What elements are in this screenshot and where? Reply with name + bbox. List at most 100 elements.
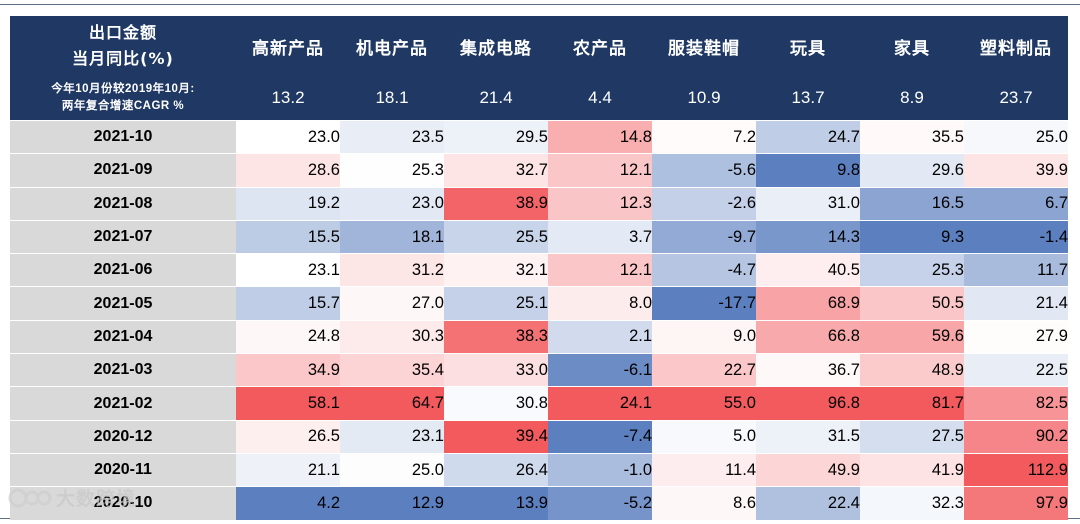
table-row: 2020-12 26.5 23.1 39.4 -7.4 5.0 31.5 27.5 90.2 [10,419,1068,454]
heatmap-cell: 34.9 [236,353,340,388]
category-header: 机电产品 [340,16,444,76]
heatmap-cell: 16.5 [860,186,964,221]
heatmap-cell: 39.9 [964,153,1068,188]
heatmap-cell: 25.0 [340,452,444,488]
heatmap-cell: 28.6 [236,153,340,188]
heatmap-cell: 58.1 [236,386,340,421]
heatmap-cell: 40.5 [756,253,860,288]
table-row: 2020-11 21.1 25.0 26.4 -1.0 11.4 49.9 41.9 112.9 [10,452,1068,488]
corner-title-line2: 当月同比(%) [72,49,174,68]
heatmap-cell: 31.5 [756,419,860,454]
heatmap-cell: 12.3 [548,186,652,221]
export-growth-heatmap-table: 出口金额 当月同比(%) 高新产品 机电产品 集成电路 农产品 服装鞋帽 玩具 家具 塑料制品… [10,16,1068,521]
heatmap-cell: 2.1 [548,319,652,355]
heatmap-cell: 32.3 [860,486,964,521]
heatmap-cell: 4.2 [236,486,340,521]
heatmap-cell: 19.2 [236,186,340,221]
cagr-label: 今年10月份较2019年10月: 两年复合增速CAGR % [10,76,236,121]
heatmap-cell: 27.9 [964,319,1068,355]
heatmap-cell: 112.9 [964,452,1068,488]
heatmap-cell: 21.4 [964,286,1068,321]
frame-top-line [0,4,1080,5]
heatmap-cell: -6.1 [548,353,652,388]
category-header: 玩具 [756,16,860,76]
cagr-label-line1: 今年10月份较2019年10月: [51,83,195,95]
table-row: 2021-04 24.8 30.3 38.3 2.1 9.0 66.8 59.6 27.9 [10,319,1068,355]
heatmap-cell: 59.6 [860,319,964,355]
cagr-value: 4.4 [548,76,652,121]
heatmap-cell: 81.7 [860,386,964,421]
cagr-value: 23.7 [964,76,1068,121]
heatmap-cell: 31.0 [756,186,860,221]
category-header-row: 出口金额 当月同比(%) 高新产品 机电产品 集成电路 农产品 服装鞋帽 玩具 家具 塑料制品 [10,16,1068,76]
heatmap-cell: 26.5 [236,419,340,454]
period-label: 2021-07 [10,219,236,255]
cagr-header-row: 今年10月份较2019年10月: 两年复合增速CAGR % 13.2 18.1 21… [10,76,1068,121]
heatmap-cell: 36.7 [756,353,860,388]
heatmap-cell: 8.0 [548,286,652,321]
heatmap-cell: 12.9 [340,486,444,521]
table-row: 2021-02 58.1 64.7 30.8 24.1 55.0 96.8 81.7 82.5 [10,386,1068,421]
period-label: 2020-12 [10,419,236,454]
heatmap-cell: -9.7 [652,219,756,255]
heatmap-cell: 29.5 [444,119,548,155]
heatmap-cell: 7.2 [652,119,756,155]
period-label: 2021-06 [10,253,236,288]
heatmap-cell: 24.8 [236,319,340,355]
heatmap-cell: -1.0 [548,452,652,488]
heatmap-cell: 8.6 [652,486,756,521]
corner-title: 出口金额 当月同比(%) [10,16,236,76]
heatmap-cell: 25.5 [444,219,548,255]
heatmap-cell: 33.0 [444,353,548,388]
table-row: 2021-10 23.0 23.5 29.5 14.8 7.2 24.7 35.5 25.0 [10,119,1068,155]
heatmap-cell: 23.1 [236,253,340,288]
heatmap-cell: 96.8 [756,386,860,421]
heatmap-cell: 11.7 [964,253,1068,288]
period-label: 2021-03 [10,353,236,388]
table-row: 2021-07 15.5 18.1 25.5 3.7 -9.7 14.3 9.3 -1.4 [10,219,1068,255]
heatmap-cell: 32.7 [444,153,548,188]
heatmap-cell: 97.9 [964,486,1068,521]
heatmap-cell: 9.3 [860,219,964,255]
table-row: 2020-10 4.2 12.9 13.9 -5.2 8.6 22.4 32.3 97.9 [10,486,1068,521]
heatmap-cell: 32.1 [444,253,548,288]
corner-title-line1: 出口金额 [88,23,157,42]
heatmap-cell: -5.2 [548,486,652,521]
period-label: 2020-11 [10,452,236,488]
heatmap-cell: 30.3 [340,319,444,355]
heatmap-cell: 31.2 [340,253,444,288]
heatmap-cell: 22.7 [652,353,756,388]
cagr-value: 13.7 [756,76,860,121]
heatmap-cell: 50.5 [860,286,964,321]
heatmap-cell: 27.5 [860,419,964,454]
heatmap-cell: 9.0 [652,319,756,355]
table-row: 2021-06 23.1 31.2 32.1 12.1 -4.7 40.5 25.3 11.7 [10,253,1068,288]
heatmap-cell: 5.0 [652,419,756,454]
heatmap-cell: 25.1 [444,286,548,321]
table-row: 2021-03 34.9 35.4 33.0 -6.1 22.7 36.7 48.9 22.5 [10,353,1068,388]
heatmap-cell: 11.4 [652,452,756,488]
heatmap-cell: 26.4 [444,452,548,488]
table-row: 2021-05 15.7 27.0 25.1 8.0 -17.7 68.9 50.5 21.4 [10,286,1068,321]
heatmap-cell: 38.3 [444,319,548,355]
heatmap-cell: -2.6 [652,186,756,221]
table-row: 2021-08 19.2 23.0 38.9 12.3 -2.6 31.0 16.5 6.7 [10,186,1068,221]
heatmap-cell: -5.6 [652,153,756,188]
heatmap-cell: 21.1 [236,452,340,488]
cagr-label-line2: 两年复合增速CAGR % [61,100,185,112]
heatmap-cell: 12.1 [548,153,652,188]
category-header: 家具 [860,16,964,76]
category-header: 集成电路 [444,16,548,76]
cagr-value: 10.9 [652,76,756,121]
heatmap-cell: 64.7 [340,386,444,421]
period-label: 2021-05 [10,286,236,321]
period-label: 2021-04 [10,319,236,355]
heatmap-cell: 12.1 [548,253,652,288]
heatmap-cell: -7.4 [548,419,652,454]
heatmap-cell: -17.7 [652,286,756,321]
heatmap-cell: 35.5 [860,119,964,155]
cagr-value: 13.2 [236,76,340,121]
heatmap-cell: 15.5 [236,219,340,255]
heatmap-cell: 3.7 [548,219,652,255]
heatmap-cell: 24.7 [756,119,860,155]
